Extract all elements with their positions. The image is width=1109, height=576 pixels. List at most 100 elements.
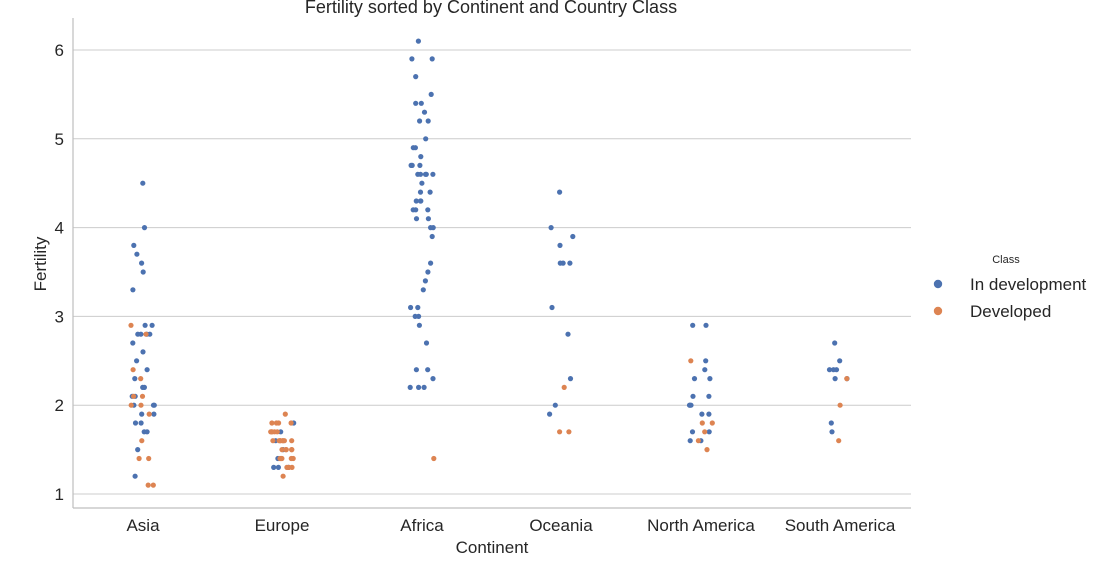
point-developed xyxy=(837,402,843,408)
legend: Class In development Developed xyxy=(933,254,1087,321)
point-developed xyxy=(688,358,694,364)
point-in-development xyxy=(417,198,424,204)
point-in-development xyxy=(430,376,436,382)
point-developed xyxy=(269,420,275,426)
point-in-development xyxy=(130,340,136,346)
point-in-development xyxy=(407,384,413,390)
point-in-development xyxy=(557,242,563,248)
point-developed xyxy=(289,438,295,444)
point-developed xyxy=(276,420,282,426)
point-developed xyxy=(566,429,572,435)
point-developed xyxy=(289,464,295,470)
point-in-development xyxy=(130,287,136,293)
point-in-development xyxy=(691,376,698,382)
point-in-development xyxy=(690,393,696,399)
point-in-development xyxy=(430,225,436,231)
point-in-development xyxy=(413,74,419,80)
point-in-development xyxy=(557,260,563,266)
point-in-development xyxy=(689,429,696,435)
point-in-development xyxy=(706,411,712,417)
point-in-development xyxy=(140,349,146,355)
y-tick-label: 2 xyxy=(55,396,64,415)
point-in-development xyxy=(428,260,434,266)
x-tick-labels: Asia Europe Africa Oceania North America Sout… xyxy=(126,516,895,535)
point-in-development xyxy=(430,171,436,177)
point-in-development xyxy=(132,473,138,479)
point-in-development xyxy=(557,189,563,195)
point-in-development xyxy=(140,269,146,275)
point-in-development xyxy=(415,38,421,44)
legend-marker xyxy=(933,279,943,289)
point-in-development xyxy=(415,304,421,311)
point-developed xyxy=(150,482,156,488)
point-developed xyxy=(139,438,145,444)
point-developed xyxy=(280,473,286,479)
point-developed xyxy=(431,455,437,462)
point-in-development xyxy=(412,145,418,151)
point-in-development xyxy=(425,216,431,222)
point-in-development xyxy=(421,109,428,115)
y-tick-labels: 1 2 3 4 5 6 xyxy=(55,41,64,504)
point-developed xyxy=(139,393,146,399)
x-tick-label: South America xyxy=(785,516,896,535)
point-developed xyxy=(143,331,149,337)
point-in-development xyxy=(706,393,712,399)
point-in-development xyxy=(140,384,146,390)
point-in-development xyxy=(412,313,418,319)
x-tick-label: Oceania xyxy=(529,516,593,535)
point-in-development xyxy=(408,162,414,168)
point-in-development xyxy=(567,376,574,382)
point-in-development xyxy=(417,162,423,168)
point-in-development xyxy=(706,429,712,435)
point-in-development xyxy=(832,376,838,382)
point-in-development xyxy=(707,376,713,382)
point-in-development xyxy=(837,358,843,364)
point-developed xyxy=(128,322,134,328)
point-in-development xyxy=(565,331,571,337)
point-in-development xyxy=(151,402,157,408)
point-in-development xyxy=(549,304,555,311)
point-developed xyxy=(702,429,708,435)
point-in-development xyxy=(547,411,553,417)
point-in-development xyxy=(418,154,424,160)
point-developed xyxy=(288,420,294,426)
point-in-development xyxy=(686,402,693,408)
y-tick-label: 3 xyxy=(55,307,64,326)
point-developed xyxy=(274,429,280,435)
point-in-development xyxy=(139,260,145,266)
point-developed xyxy=(561,384,567,390)
point-in-development xyxy=(570,233,576,240)
point-developed xyxy=(557,429,563,435)
point-in-development xyxy=(425,367,431,373)
point-in-development xyxy=(416,322,422,328)
x-tick-label: Asia xyxy=(126,516,160,535)
point-in-development xyxy=(144,429,150,435)
point-in-development xyxy=(702,367,708,373)
point-in-development xyxy=(423,136,429,142)
point-in-development xyxy=(429,233,435,240)
point-developed xyxy=(128,402,134,408)
point-in-development xyxy=(138,420,144,426)
point-in-development xyxy=(135,331,141,337)
point-in-development xyxy=(421,384,427,390)
point-in-development xyxy=(425,118,431,124)
point-in-development xyxy=(417,189,424,195)
x-tick-label: Africa xyxy=(400,516,444,535)
y-tick-label: 4 xyxy=(55,219,64,238)
point-in-development xyxy=(548,225,554,231)
point-in-development xyxy=(139,411,145,417)
point-developed xyxy=(130,367,136,373)
point-in-development xyxy=(423,340,430,346)
point-in-development xyxy=(144,367,150,373)
point-in-development xyxy=(690,322,696,328)
point-in-development xyxy=(422,278,428,284)
point-in-development xyxy=(132,420,139,426)
point-developed xyxy=(270,438,276,444)
point-developed xyxy=(279,455,285,462)
point-in-development xyxy=(410,207,416,213)
point-in-development xyxy=(427,189,433,195)
point-in-development xyxy=(425,269,431,275)
point-developed xyxy=(138,376,144,382)
point-in-development xyxy=(409,56,415,62)
x-axis-label: Continent xyxy=(456,538,529,557)
